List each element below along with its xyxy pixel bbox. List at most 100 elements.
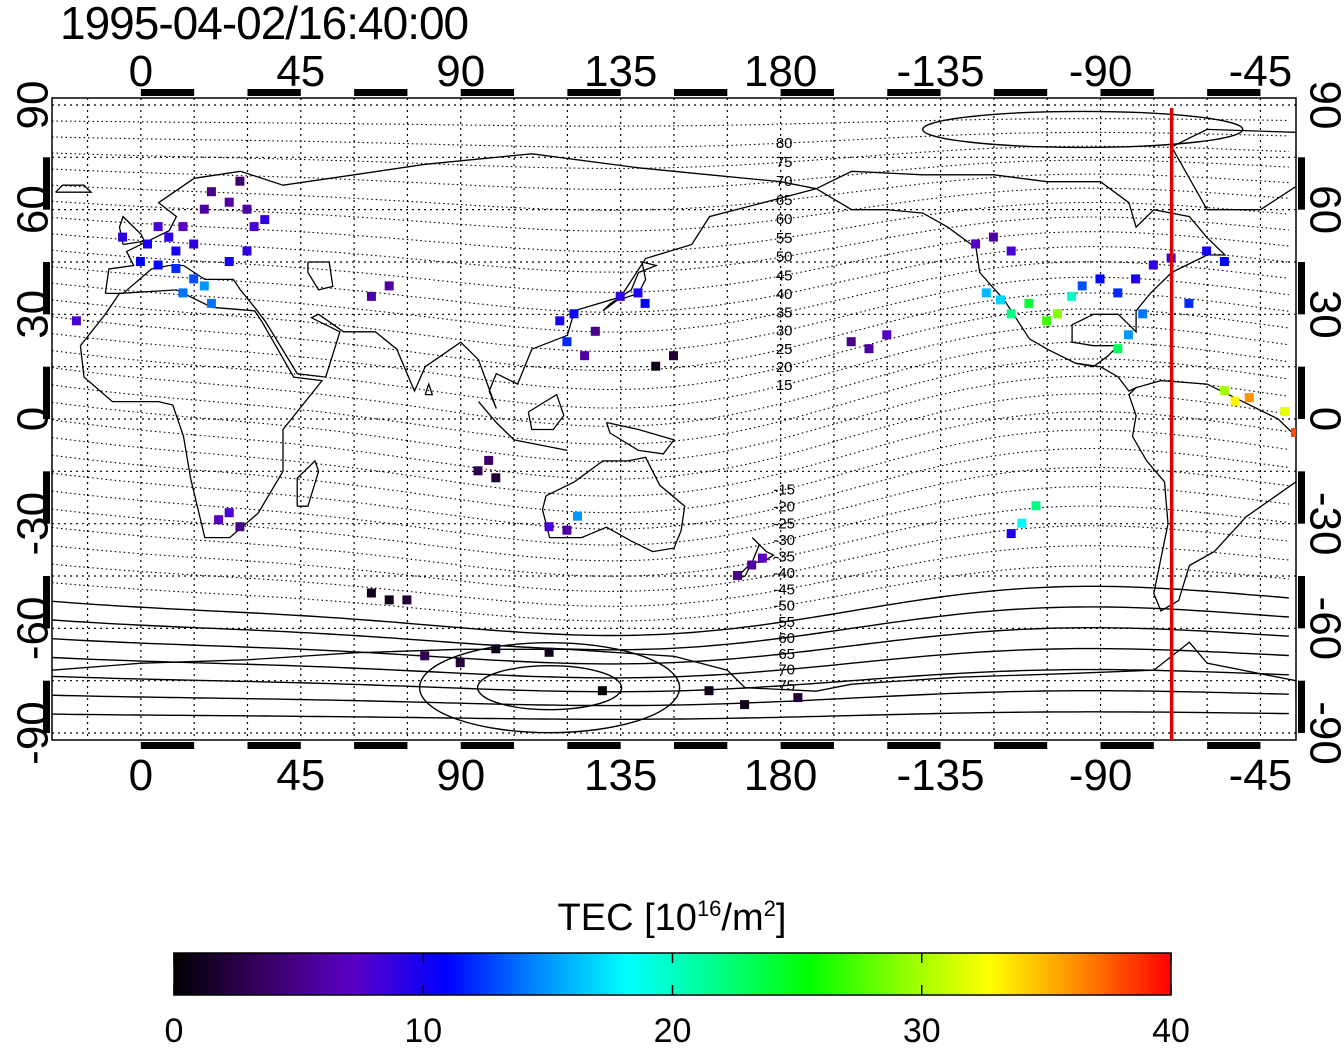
tec-point: [1052, 309, 1062, 319]
tec-point: [491, 644, 501, 654]
coastline: [1170, 128, 1296, 211]
tec-point: [1316, 442, 1325, 451]
tec-point: [651, 361, 661, 371]
timestamp-title: 1995-04-02/16:40:00: [60, 0, 469, 49]
tec-point: [420, 651, 430, 661]
y-tick-label-right: -90: [1300, 701, 1344, 765]
mag-contour: [52, 486, 1289, 562]
mag-contour: [52, 411, 1289, 497]
tec-point: [1280, 407, 1290, 416]
tec-point: [1042, 316, 1052, 326]
x-tick-label-bottom: 0: [129, 751, 153, 800]
y-tick-label-right: 0: [1300, 407, 1344, 431]
contour-label: 75: [776, 154, 793, 171]
tec-point: [544, 522, 554, 532]
tec-point: [747, 560, 757, 570]
tec-point: [402, 595, 412, 605]
mag-contour: [52, 447, 1289, 530]
tec-point: [1291, 428, 1296, 437]
mag-contour: [52, 276, 1289, 352]
axis-bar-right: [1298, 157, 1305, 210]
y-tick-label-left: 0: [9, 407, 58, 431]
axis-bar-top: [1100, 89, 1154, 96]
tec-point: [1184, 298, 1194, 308]
y-tick-label-right: 30: [1300, 290, 1344, 339]
coastline: [478, 401, 568, 452]
contour-label: -65: [773, 646, 795, 663]
colorbar-title: TEC [1016/m2]: [558, 896, 787, 939]
mag-contour: [52, 585, 1289, 637]
tec-point: [118, 232, 128, 242]
x-tick-label-bottom: 135: [584, 751, 657, 800]
tec-point: [189, 274, 199, 284]
tec-point: [704, 686, 714, 696]
axis-bar-left: [43, 471, 50, 524]
tec-point: [249, 222, 259, 232]
axis-bar-top: [354, 89, 408, 96]
tec-point: [153, 260, 163, 270]
tec-point: [580, 351, 590, 361]
colorbar-tick-label: 20: [654, 1012, 692, 1048]
y-tick-label-right: -30: [1300, 492, 1344, 556]
tec-point: [882, 330, 892, 340]
tec-point: [1067, 291, 1077, 301]
y-tick-label-right: -60: [1300, 597, 1344, 661]
colorbar-tick-label: 0: [165, 1012, 184, 1048]
tec-point: [615, 291, 625, 301]
tec-point: [199, 281, 209, 291]
axis-bar-bottom: [354, 742, 408, 749]
contour-label: 25: [776, 341, 793, 358]
contour-label: 65: [776, 192, 793, 209]
mag-contour: [52, 627, 1289, 665]
tec-point: [1113, 288, 1123, 298]
contour-label: 45: [776, 267, 793, 284]
axis-bar-top: [780, 89, 834, 96]
mag-contour: [52, 145, 1289, 169]
coastline: [541, 456, 686, 553]
tec-point: [1095, 274, 1105, 284]
tec-point: [573, 511, 582, 521]
axis-bar-bottom: [460, 742, 515, 749]
x-tick-label-bottom: -135: [897, 751, 985, 800]
mag-contour: [52, 711, 1289, 720]
magnetic-contour-labels: 8075706560555045403530252015-15-20-25-30…: [773, 135, 795, 694]
tec-point: [864, 344, 874, 354]
mag-contour: [52, 341, 1289, 427]
contour-label: 50: [776, 249, 793, 266]
y-tick-label-left: -90: [9, 701, 58, 765]
axis-bar-right: [1298, 680, 1305, 734]
axis-bar-bottom: [140, 742, 195, 749]
tec-point: [171, 246, 181, 256]
mag-contour: [52, 565, 1289, 622]
mag-contour: [52, 606, 1289, 651]
tec-point: [1017, 518, 1027, 528]
axis-bar-bottom: [993, 742, 1048, 749]
tec-point: [199, 204, 209, 214]
mag-contour: [52, 429, 1289, 514]
tec-point: [1024, 298, 1034, 308]
coastline: [815, 170, 1227, 368]
coastline: [79, 289, 324, 539]
tec-point: [135, 257, 145, 266]
contour-label: 55: [776, 230, 793, 247]
x-tick-label-bottom: -90: [1069, 751, 1133, 800]
coastlines: [52, 128, 1296, 699]
mag-contour: [52, 131, 1289, 148]
x-tick-label-bottom: 90: [436, 751, 485, 800]
tec-point: [996, 295, 1005, 305]
contour-label: -45: [773, 581, 795, 598]
mag-contour: [476, 664, 623, 711]
mag-contour: [52, 647, 1289, 679]
tec-point: [1006, 246, 1016, 256]
y-tick-label-right: 60: [1300, 185, 1344, 234]
tec-point: [1006, 529, 1016, 539]
tec-point: [491, 473, 501, 483]
y-tick-label-left: 60: [9, 185, 58, 234]
x-tick-label-top: 135: [584, 47, 657, 96]
tec-point: [214, 515, 224, 525]
axis-bar-top: [1207, 89, 1261, 96]
axis-bar-bottom: [567, 742, 621, 749]
contour-label: -30: [773, 532, 795, 549]
tec-point: [189, 239, 199, 249]
